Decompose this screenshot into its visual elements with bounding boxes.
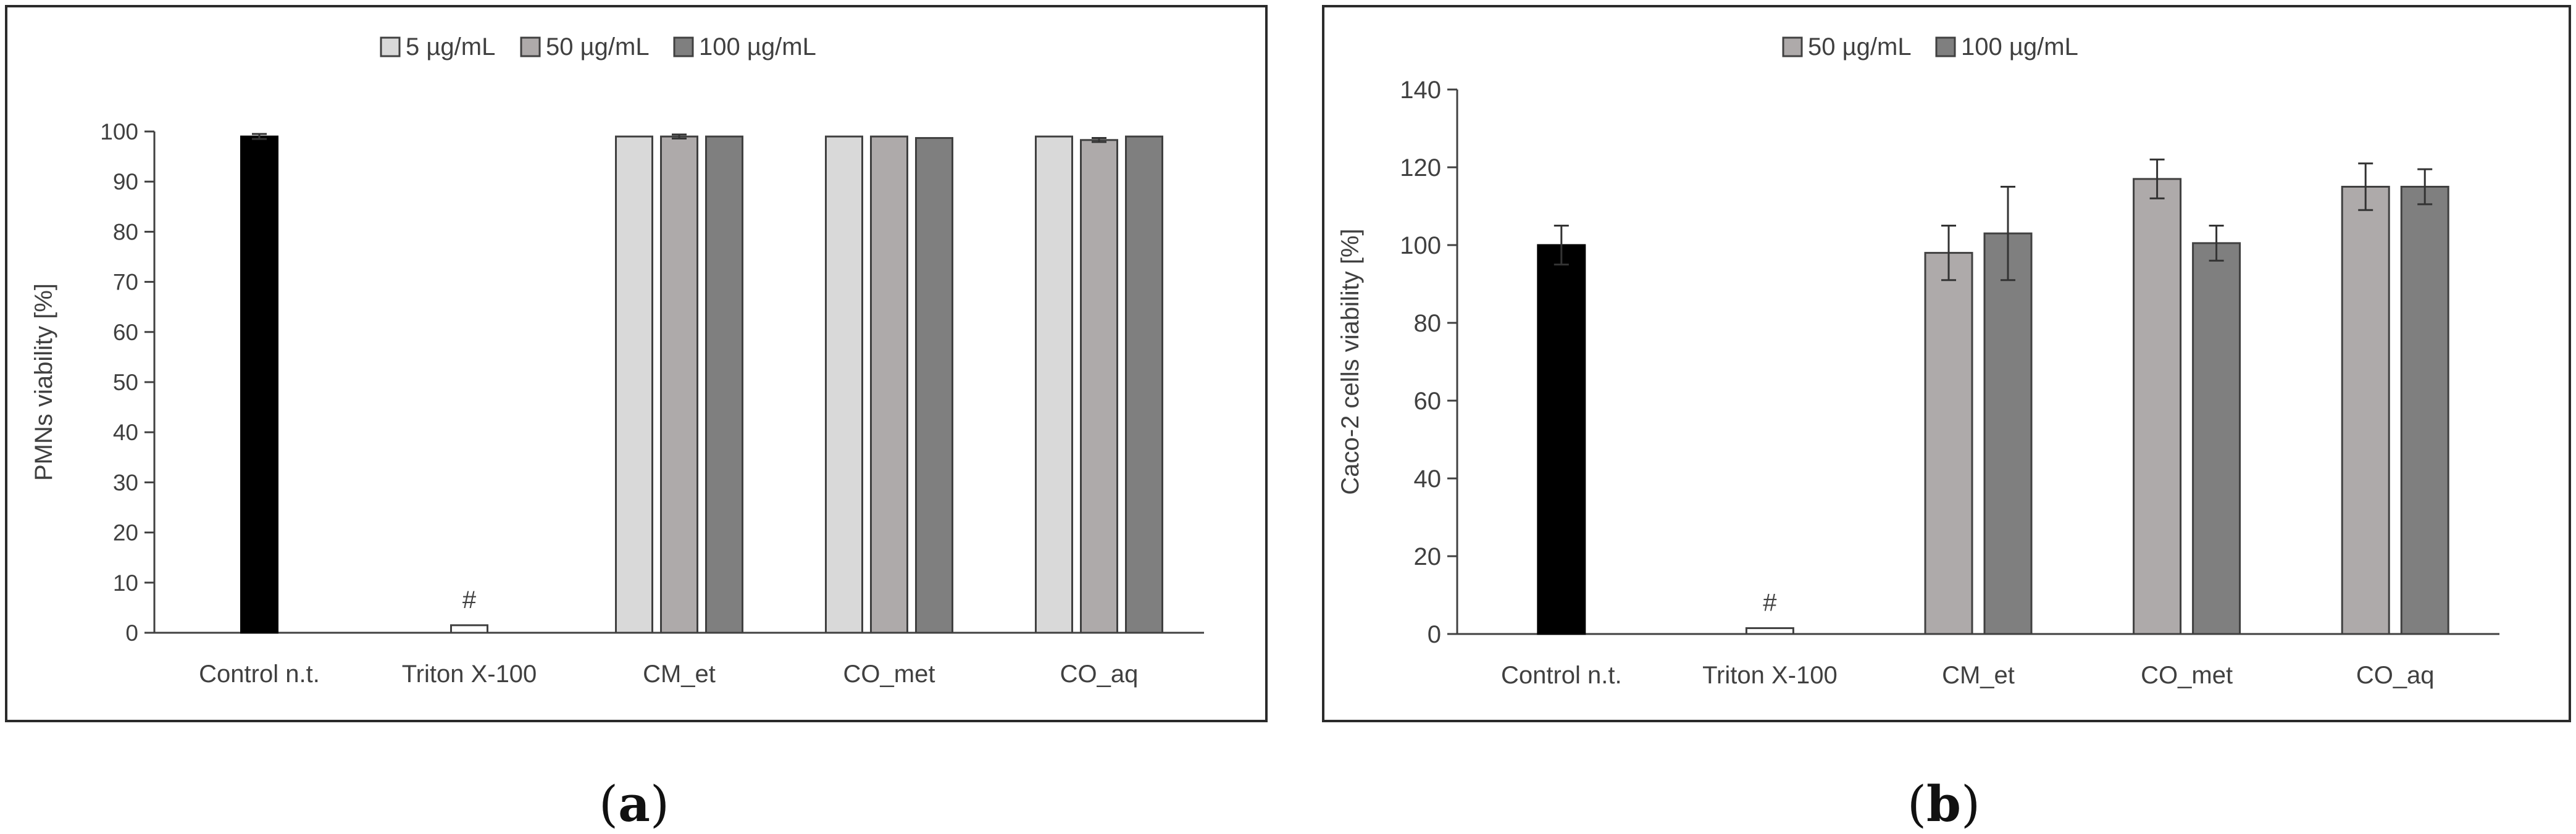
chart-a-category-label-co-met: CO_met <box>843 661 935 688</box>
chart-a-y-tick-label: 40 <box>113 420 138 445</box>
chart-a-category-label-control-n-t: Control n.t. <box>199 661 320 688</box>
chart-a-legend-swatch-100-g-ml <box>673 36 694 57</box>
chart-b-category-label-co-met: CO_met <box>2141 662 2233 689</box>
chart-b-y-tick-label: 120 <box>1400 154 1441 181</box>
caption-b-letter: b <box>1926 775 1961 833</box>
chart-b-category-label-control-n-t: Control n.t. <box>1501 662 1622 689</box>
chart-a-y-tick-label: 50 <box>113 370 138 395</box>
chart-a-svg: 0 10 20 30 40 50 60 70 80 90 100 PMNs viability [%]… <box>30 33 1204 688</box>
chart-b-bar-triton-x-100-triton <box>1745 627 1794 635</box>
chart-b-y-tick-label: 0 <box>1428 621 1441 648</box>
chart-b-category-label-co-aq: CO_aq <box>2356 662 2435 689</box>
chart-b-annotation-hash: # <box>1763 590 1777 617</box>
chart-a-bar-cm-et-5-g-ml <box>615 135 653 634</box>
chart-b-bar-cm-et-50-g-ml <box>1924 252 1973 635</box>
chart-a-y-tick-label: 60 <box>113 320 138 345</box>
chart-a-bar-co-aq-100-g-ml <box>1125 135 1163 634</box>
chart-b-legend-label-100-g-ml: 100 µg/mL <box>1961 33 2078 60</box>
chart-b-bar-co-met-50-g-ml <box>2133 178 2182 635</box>
chart-b-y-tick-label: 40 <box>1414 465 1442 493</box>
chart-a-bar-triton-x-100-triton <box>450 624 488 634</box>
chart-a-legend-label-5-g-ml: 5 µg/mL <box>406 33 495 60</box>
chart-b-y-tick-label: 20 <box>1414 543 1442 570</box>
chart-a-y-tick-label: 90 <box>113 169 138 194</box>
chart-a-bar-control-n-t-control <box>240 135 278 634</box>
chart-b-legend-swatch-50-g-ml <box>1782 36 1803 57</box>
chart-a-y-tick-label: 80 <box>113 219 138 244</box>
chart-a-legend-label-50-g-ml: 50 µg/mL <box>546 33 650 60</box>
chart-panel-a: 0 10 20 30 40 50 60 70 80 90 100 PMNs viability [%]… <box>5 5 1268 722</box>
chart-b-bar-co-aq-100-g-ml <box>2400 186 2449 635</box>
chart-a-y-tick-label: 30 <box>113 470 138 495</box>
chart-a-y-axis-label: PMNs viability [%] <box>30 283 57 481</box>
chart-a-bar-co-met-100-g-ml <box>915 137 953 634</box>
chart-a-category-label-co-aq: CO_aq <box>1060 661 1139 688</box>
chart-b-y-tick-label: 60 <box>1414 388 1442 415</box>
chart-b-category-label-triton-x-100: Triton X-100 <box>1702 662 1838 689</box>
chart-a-legend-label-100-g-ml: 100 µg/mL <box>699 33 816 60</box>
caption-a-letter: a <box>618 775 650 833</box>
chart-b-bar-co-aq-50-g-ml <box>2341 186 2390 635</box>
chart-a-annotation-hash: # <box>462 586 477 614</box>
chart-a-y-tick-label: 70 <box>113 270 138 295</box>
chart-b-svg: 0 20 40 60 80 100 120 140 Caco-2 cells viability… <box>1337 33 2499 689</box>
chart-b-legend-label-50-g-ml: 50 µg/mL <box>1808 33 1912 60</box>
chart-panel-b: 0 20 40 60 80 100 120 140 Caco-2 cells viability… <box>1322 5 2571 722</box>
chart-a-y-tick-label: 0 <box>125 620 138 646</box>
chart-a-bar-co-aq-5-g-ml <box>1035 135 1073 634</box>
chart-a-legend-swatch-50-g-ml <box>520 36 541 57</box>
chart-a-category-label-triton-x-100: Triton X-100 <box>402 661 537 688</box>
chart-b-y-tick-label: 140 <box>1400 77 1441 104</box>
chart-a-bar-cm-et-100-g-ml <box>705 135 743 634</box>
caption-b: (b) <box>1907 775 1981 833</box>
chart-b-category-label-cm-et: CM_et <box>1942 662 2015 689</box>
chart-a-bar-co-met-50-g-ml <box>870 135 908 634</box>
caption-a: (a) <box>598 775 670 833</box>
chart-b-bar-control-n-t-control <box>1537 244 1586 635</box>
chart-a-y-tick-label: 20 <box>113 520 138 546</box>
chart-b-bar-co-met-100-g-ml <box>2192 242 2241 635</box>
chart-a-y-tick-label: 10 <box>113 570 138 596</box>
chart-b-bar-cm-et-100-g-ml <box>1983 232 2033 635</box>
chart-b-y-axis-label: Caco-2 cells viability [%] <box>1337 228 1364 494</box>
chart-a-bar-cm-et-50-g-ml <box>660 135 698 634</box>
chart-a-legend-swatch-5-g-ml <box>380 36 401 57</box>
chart-b-y-tick-label: 80 <box>1414 310 1442 337</box>
chart-b-legend-swatch-100-g-ml <box>1935 36 1956 57</box>
chart-a-category-label-cm-et: CM_et <box>643 661 716 688</box>
chart-b-y-tick-label: 100 <box>1400 232 1441 259</box>
chart-a-y-tick-label: 100 <box>100 119 138 144</box>
chart-a-bar-co-aq-50-g-ml <box>1080 139 1118 634</box>
chart-a-bar-co-met-5-g-ml <box>825 135 863 634</box>
